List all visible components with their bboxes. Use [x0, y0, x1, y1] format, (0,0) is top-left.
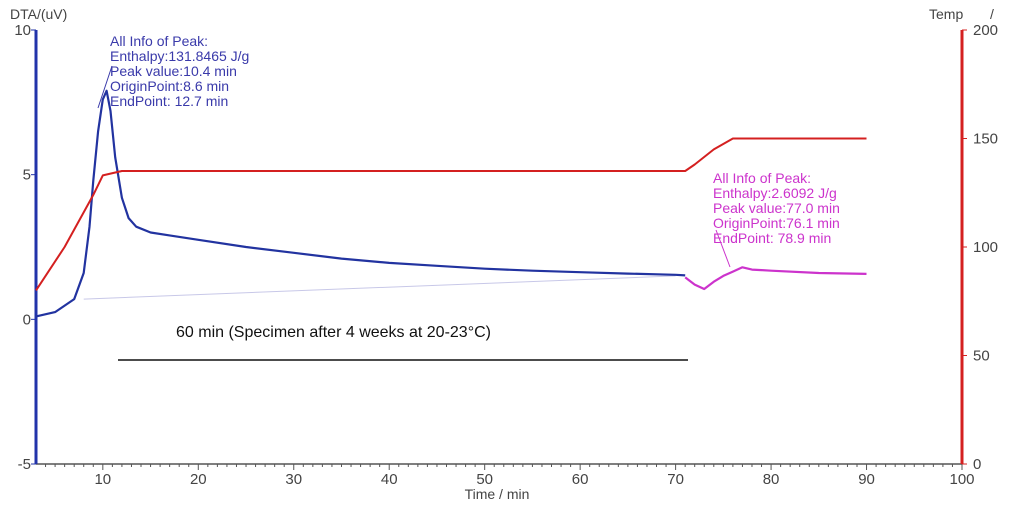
left-y-tick-label: -5	[18, 456, 31, 473]
annotation-line: Peak value:77.0 min	[713, 200, 840, 216]
annotation-line: EndPoint: 78.9 min	[713, 230, 831, 246]
left-y-tick-label: 0	[23, 311, 31, 328]
peak2-leader-line	[715, 229, 731, 268]
annotation-line: Enthalpy:131.8465 J/g	[110, 48, 249, 64]
x-tick-label: 80	[763, 471, 780, 488]
annotation-line: Peak value:10.4 min	[110, 63, 237, 79]
x-tick-label: 70	[667, 471, 684, 488]
right-y-axis-title: Temp	[929, 6, 963, 22]
x-axis-title: Time / min	[465, 486, 530, 502]
right-y-tick-label: 0	[973, 456, 981, 473]
annotation-line: All Info of Peak:	[110, 33, 208, 49]
annotation-line: Enthalpy:2.6092 J/g	[713, 185, 837, 201]
x-tick-label: 10	[94, 471, 111, 488]
right-y-axis-title-suffix: /	[990, 6, 994, 22]
peak1-leader-line	[97, 65, 113, 109]
x-tick-label: 20	[190, 471, 207, 488]
x-ticks: 10 20 30 40 50 60 70 80 90 100	[45, 464, 975, 488]
dta-baseline	[83, 275, 676, 300]
x-tick-label: 90	[858, 471, 875, 488]
x-tick-label: 60	[572, 471, 589, 488]
right-y-tick-label: 200	[973, 22, 998, 39]
dta-peak2-curve	[684, 266, 867, 291]
specimen-caption: 60 min (Specimen after 4 weeks at 20-23°…	[176, 324, 491, 341]
annotation-line: OriginPoint:8.6 min	[110, 78, 229, 94]
x-tick-label: 30	[285, 471, 302, 488]
right-y-tick-label: 100	[973, 239, 998, 256]
peak1-annotation: All Info of Peak:Enthalpy:131.8465 J/gPe…	[110, 33, 249, 109]
left-y-ticks: -5 0 5 10	[14, 22, 36, 473]
annotation-line: OriginPoint:76.1 min	[713, 215, 840, 231]
dta-curve	[35, 89, 686, 318]
temperature-curve	[35, 137, 867, 291]
series-group	[35, 89, 867, 318]
x-tick-label: 100	[949, 471, 974, 488]
right-y-ticks: 0 50 100 150 200	[962, 22, 998, 473]
right-y-tick-label: 50	[973, 348, 990, 365]
annotation-line: EndPoint: 12.7 min	[110, 93, 228, 109]
x-tick-label: 40	[381, 471, 398, 488]
peak2-annotation: All Info of Peak:Enthalpy:2.6092 J/gPeak…	[713, 170, 840, 246]
right-y-tick-label: 150	[973, 131, 998, 148]
left-y-axis-title: DTA/(uV)	[10, 6, 67, 22]
annotation-line: All Info of Peak:	[713, 170, 811, 186]
x-tick-label: 50	[476, 471, 493, 488]
left-y-tick-label: 10	[14, 22, 31, 39]
left-y-tick-label: 5	[23, 167, 31, 184]
